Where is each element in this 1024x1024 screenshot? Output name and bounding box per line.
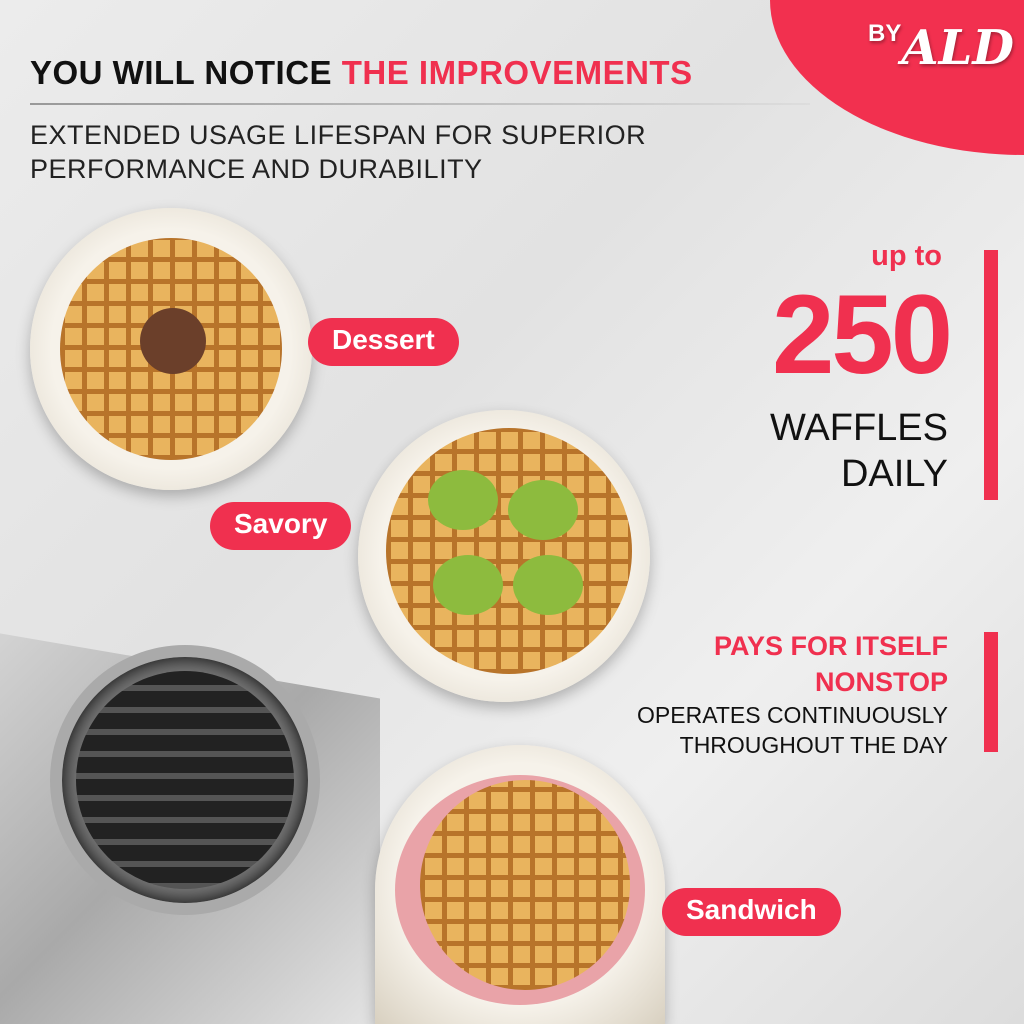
title-black-part: YOU WILL NOTICE (30, 54, 342, 91)
subtitle-line: EXTENDED USAGE LIFESPAN FOR SUPERIOR (30, 120, 647, 150)
accent-bar (984, 250, 998, 500)
waffle-iron-plate (50, 645, 320, 915)
stat-prefix: up to (871, 240, 942, 272)
feature-description-line: THROUGHOUT THE DAY (679, 732, 948, 758)
stat-caption-line: WAFFLES (769, 407, 948, 449)
title-red-part: THE IMPROVEMENTS (341, 54, 693, 91)
page-title: YOU WILL NOTICE THE IMPROVEMENTS (30, 54, 693, 92)
stat-number: 250 (772, 272, 953, 397)
subtitle-line: PERFORMANCE AND DURABILITY (30, 154, 483, 184)
feature-title-line: NONSTOP (814, 667, 948, 697)
brand-by-text: BY (868, 20, 902, 47)
subtitle: EXTENDED USAGE LIFESPAN FOR SUPERIOR PERF… (30, 118, 646, 186)
divider (30, 103, 810, 105)
brand-logo: BYALD (868, 20, 1014, 76)
accent-bar (984, 632, 998, 752)
savory-label: Savory (210, 502, 352, 550)
brand-name-text: ALD (901, 20, 1014, 76)
savory-waffle-image (358, 410, 650, 702)
feature-description-line: OPERATES CONTINUOUSLY (637, 702, 948, 728)
feature-title: PAYS FOR ITSELF NONSTOP (714, 628, 948, 700)
dessert-label: Dessert (308, 318, 459, 366)
feature-title-line: PAYS FOR ITSELF (713, 631, 948, 661)
sandwich-waffle-image (375, 745, 665, 1024)
stat-caption: WAFFLES DAILY (770, 405, 948, 497)
feature-description: OPERATES CONTINUOUSLY THROUGHOUT THE DAY (637, 700, 948, 760)
stat-caption-line: DAILY (840, 453, 948, 495)
dessert-waffle-image (30, 208, 312, 490)
sandwich-label: Sandwich (662, 888, 841, 936)
